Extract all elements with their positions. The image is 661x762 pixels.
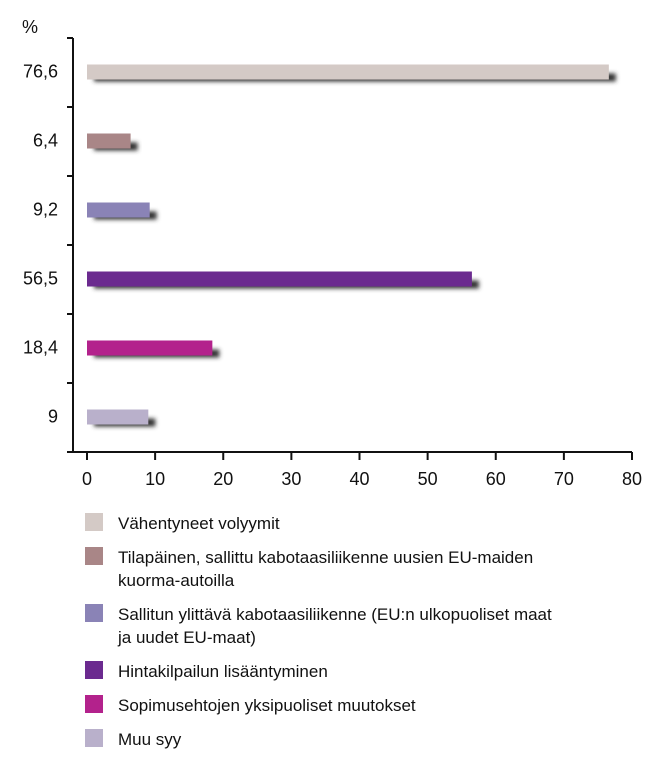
x-tick-label: 70 [554, 469, 574, 489]
value-label: 76,6 [23, 61, 58, 81]
x-tick-label: 10 [145, 469, 165, 489]
legend-item: Tilapäinen, sallittu kabotaasiliikenne u… [85, 546, 555, 592]
legend-label: Tilapäinen, sallittu kabotaasiliikenne u… [118, 548, 534, 590]
x-tick-label: 60 [486, 469, 506, 489]
legend-item: Hintakilpailun lisääntyminen [85, 660, 555, 683]
x-tick-label: 20 [213, 469, 233, 489]
legend-item: Vähentyneet volyymit [85, 512, 555, 535]
legend-label: Sopimusehtojen yksipuoliset muutokset [118, 696, 416, 715]
value-label: 18,4 [23, 337, 58, 357]
x-tick-label: 50 [418, 469, 438, 489]
x-tick-label: 80 [622, 469, 642, 489]
x-tick-label: 30 [281, 469, 301, 489]
legend-label: Vähentyneet volyymit [118, 514, 280, 533]
value-label: 9 [48, 406, 58, 426]
bar [87, 409, 149, 425]
legend-swatch [85, 604, 103, 622]
legend-item: Sopimusehtojen yksipuoliset muutokset [85, 694, 555, 717]
value-label: 9,2 [33, 199, 58, 219]
legend-swatch [85, 729, 103, 747]
x-tick-label: 40 [349, 469, 369, 489]
legend-label: Muu syy [118, 730, 182, 749]
value-label: 56,5 [23, 268, 58, 288]
legend-swatch [85, 695, 103, 713]
legend-label: Hintakilpailun lisääntyminen [118, 662, 328, 681]
value-label: 6,4 [33, 130, 58, 150]
bar [87, 202, 150, 218]
legend-swatch [85, 547, 103, 565]
bar [87, 271, 472, 287]
legend-swatch [85, 513, 103, 531]
axis-label: % [22, 17, 38, 37]
legend: Vähentyneet volyymit Tilapäinen, sallittu… [85, 512, 555, 762]
bar [87, 340, 213, 356]
chart: % 0 10 20 30 40 50 60 70 80 76,6 6,4 9,2 56,5 18,4 9 [22, 17, 642, 489]
legend-item: Muu syy [85, 728, 555, 751]
bar [87, 64, 609, 80]
legend-label: Sallitun ylittävä kabotaasiliikenne (EU:… [118, 605, 552, 647]
legend-swatch [85, 661, 103, 679]
legend-item: Sallitun ylittävä kabotaasiliikenne (EU:… [85, 603, 555, 649]
x-tick-label: 0 [82, 469, 92, 489]
bar [87, 133, 131, 149]
